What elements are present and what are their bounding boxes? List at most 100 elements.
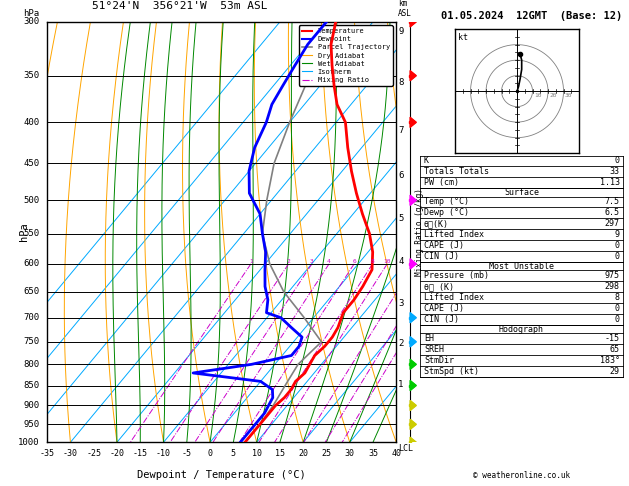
Text: 550: 550: [23, 229, 40, 238]
Text: 0: 0: [615, 252, 620, 261]
Text: 2: 2: [398, 339, 403, 348]
Text: km
ASL: km ASL: [398, 0, 412, 17]
Text: 6: 6: [398, 171, 403, 180]
Text: Dewp (°C): Dewp (°C): [424, 208, 469, 217]
Text: 7: 7: [398, 126, 403, 136]
Text: 900: 900: [23, 401, 40, 410]
Text: 350: 350: [23, 71, 40, 80]
Text: -5: -5: [182, 449, 192, 457]
Text: 0: 0: [615, 315, 620, 324]
Text: 4: 4: [327, 259, 331, 264]
Text: 7.5: 7.5: [604, 197, 620, 207]
Text: 297: 297: [604, 219, 620, 228]
Polygon shape: [410, 437, 416, 447]
Text: K: K: [424, 156, 429, 166]
Polygon shape: [410, 419, 416, 430]
Text: hPa: hPa: [23, 9, 40, 17]
Text: 0: 0: [208, 449, 213, 457]
Text: kt: kt: [458, 33, 468, 42]
Text: CIN (J): CIN (J): [424, 252, 459, 261]
Text: 1: 1: [398, 380, 403, 389]
Text: 5: 5: [231, 449, 236, 457]
Text: 10: 10: [534, 93, 542, 98]
Text: -35: -35: [40, 449, 55, 457]
Text: 6.5: 6.5: [604, 208, 620, 217]
Text: Totals Totals: Totals Totals: [424, 167, 489, 176]
Text: Dewpoint / Temperature (°C): Dewpoint / Temperature (°C): [137, 469, 306, 480]
Polygon shape: [410, 17, 416, 27]
Polygon shape: [410, 259, 416, 269]
Text: Lifted Index: Lifted Index: [424, 293, 484, 302]
Text: 40: 40: [391, 449, 401, 457]
Text: -15: -15: [604, 334, 620, 343]
Text: 10: 10: [252, 449, 262, 457]
Text: 01.05.2024  12GMT  (Base: 12): 01.05.2024 12GMT (Base: 12): [442, 11, 623, 21]
Text: 183°: 183°: [599, 356, 620, 365]
Polygon shape: [410, 381, 416, 391]
Text: 650: 650: [23, 287, 40, 296]
Text: 4: 4: [398, 257, 403, 266]
Polygon shape: [410, 359, 416, 369]
Text: EH: EH: [424, 334, 434, 343]
Text: Surface: Surface: [504, 188, 539, 197]
Text: 1.13: 1.13: [599, 178, 620, 188]
Text: PW (cm): PW (cm): [424, 178, 459, 188]
Text: StmDir: StmDir: [424, 356, 454, 365]
Text: 6: 6: [352, 259, 356, 264]
Text: -30: -30: [63, 449, 78, 457]
Text: Hodograph: Hodograph: [499, 325, 544, 333]
Text: 3: 3: [310, 259, 314, 264]
Text: 30: 30: [565, 93, 572, 98]
Text: 33: 33: [610, 167, 620, 176]
Text: 25: 25: [321, 449, 331, 457]
Text: 975: 975: [604, 271, 620, 280]
Text: 0: 0: [615, 156, 620, 166]
Text: 5: 5: [398, 214, 403, 223]
Text: 20: 20: [298, 449, 308, 457]
Text: CAPE (J): CAPE (J): [424, 241, 464, 250]
Text: 300: 300: [23, 17, 40, 26]
Text: CAPE (J): CAPE (J): [424, 304, 464, 313]
Text: 30: 30: [345, 449, 355, 457]
Text: 29: 29: [610, 367, 620, 376]
Text: 51°24'N  356°21'W  53m ASL: 51°24'N 356°21'W 53m ASL: [92, 1, 267, 11]
Text: SREH: SREH: [424, 345, 444, 354]
Text: LCL: LCL: [398, 444, 413, 453]
Text: 400: 400: [23, 118, 40, 127]
Text: 500: 500: [23, 196, 40, 205]
Text: Mixing Ratio (g/kg): Mixing Ratio (g/kg): [416, 188, 425, 276]
Text: 1000: 1000: [18, 438, 40, 447]
Text: Pressure (mb): Pressure (mb): [424, 271, 489, 280]
Polygon shape: [410, 337, 416, 347]
Text: -15: -15: [133, 449, 148, 457]
Text: StmSpd (kt): StmSpd (kt): [424, 367, 479, 376]
Text: 20: 20: [550, 93, 557, 98]
Text: 15: 15: [275, 449, 285, 457]
Text: 35: 35: [368, 449, 378, 457]
Text: θᴇ(K): θᴇ(K): [424, 219, 449, 228]
Text: Most Unstable: Most Unstable: [489, 262, 554, 271]
Text: 1: 1: [249, 259, 253, 264]
Text: 700: 700: [23, 313, 40, 322]
Polygon shape: [410, 312, 416, 323]
Text: 750: 750: [23, 337, 40, 347]
Text: θᴇ (K): θᴇ (K): [424, 282, 454, 291]
Text: CIN (J): CIN (J): [424, 315, 459, 324]
Text: 65: 65: [610, 345, 620, 354]
Polygon shape: [410, 195, 416, 205]
Text: 450: 450: [23, 159, 40, 168]
Text: 0: 0: [615, 241, 620, 250]
Text: 2: 2: [287, 259, 291, 264]
Text: hPa: hPa: [19, 223, 30, 242]
Text: Temp (°C): Temp (°C): [424, 197, 469, 207]
Polygon shape: [410, 400, 416, 411]
Text: 850: 850: [23, 381, 40, 390]
Text: Lifted Index: Lifted Index: [424, 230, 484, 239]
Text: 0: 0: [615, 304, 620, 313]
Text: 9: 9: [398, 27, 403, 35]
Text: 800: 800: [23, 360, 40, 369]
Legend: Temperature, Dewpoint, Parcel Trajectory, Dry Adiabat, Wet Adiabat, Isotherm, Mi: Temperature, Dewpoint, Parcel Trajectory…: [299, 25, 392, 86]
Text: © weatheronline.co.uk: © weatheronline.co.uk: [473, 471, 570, 480]
Text: 950: 950: [23, 420, 40, 429]
Text: 8: 8: [370, 259, 374, 264]
